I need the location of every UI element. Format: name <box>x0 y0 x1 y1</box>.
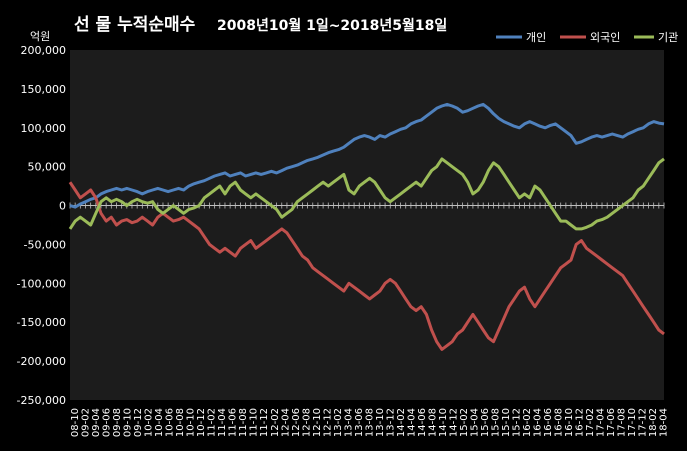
x-tick-label: 15-10 <box>501 408 512 437</box>
plot-area <box>70 50 664 400</box>
x-tick-label: 16-06 <box>543 408 554 437</box>
y-tick-label: 0 <box>59 200 66 213</box>
x-tick-label: 16-02 <box>522 408 533 437</box>
x-tick-label: 13-12 <box>385 408 396 437</box>
y-tick-label: -150,000 <box>17 316 66 329</box>
y-tick-label: -100,000 <box>17 277 66 290</box>
legend-label-foreigner: 외국인 <box>590 31 620 44</box>
x-tick-label: 10-08 <box>175 408 186 437</box>
x-tick-label: 17-12 <box>638 408 649 437</box>
chart-title-range: 2008년10월 1일~2018년5월18일 <box>217 17 447 34</box>
series-layer <box>68 102 665 351</box>
foreigner-series-line <box>68 181 665 351</box>
y-tick-label: -250,000 <box>17 394 66 407</box>
chart-title-main: 선 물 누적순매수 <box>74 15 196 35</box>
y-tick-label: 100,000 <box>21 122 67 135</box>
x-tick-label: 09-08 <box>112 408 123 437</box>
x-tick-label: 17-04 <box>596 408 607 437</box>
x-tick-label: 13-06 <box>354 408 365 437</box>
individual-series-line <box>69 102 665 209</box>
x-tick-label: 11-06 <box>228 408 239 437</box>
x-tick-label: 12-02 <box>270 408 281 437</box>
x-tick-label: 17-08 <box>617 408 628 437</box>
x-tick-label: 14-10 <box>438 408 449 437</box>
y-tick-label: 50,000 <box>28 161 67 174</box>
x-tick-label: 14-08 <box>427 408 438 437</box>
x-tick-label: 12-08 <box>301 408 312 437</box>
legend-label-institution: 기관 <box>658 31 678 44</box>
x-tick-label: 10-06 <box>165 408 176 437</box>
x-tick-label: 14-06 <box>417 408 428 437</box>
x-tick-label: 17-02 <box>585 408 596 437</box>
y-tick-label: 150,000 <box>21 83 67 96</box>
x-tick-label: 09-12 <box>133 408 144 437</box>
x-tick-label: 12-06 <box>291 408 302 437</box>
legend-label-individual: 개인 <box>526 31 546 44</box>
legend: 개인 외국인 기관 <box>496 31 678 44</box>
x-tick-label: 11-10 <box>249 408 260 437</box>
x-tick-label: 12-04 <box>280 408 291 437</box>
y-unit-label: 억원 <box>30 30 50 43</box>
institution-series-line <box>68 157 665 231</box>
x-tick-label: 14-02 <box>396 408 407 437</box>
x-tick-label: 16-12 <box>575 408 586 437</box>
x-tick-label: 15-02 <box>459 408 470 437</box>
x-tick-label: 13-08 <box>364 408 375 437</box>
x-tick-label: 15-08 <box>491 408 502 437</box>
x-tick-label: 13-10 <box>375 408 386 437</box>
x-tick-label: 09-06 <box>102 408 113 437</box>
y-tick-label: -200,000 <box>17 355 66 368</box>
x-tick-label: 11-08 <box>238 408 249 437</box>
y-tick-label: -50,000 <box>24 238 66 251</box>
x-tick-label: 12-12 <box>322 408 333 437</box>
x-tick-label: 12-10 <box>312 408 323 437</box>
x-tick-label: 15-04 <box>470 408 481 437</box>
x-tick-label: 14-12 <box>448 408 459 437</box>
x-tick-label: 10-10 <box>186 408 197 437</box>
x-tick-label: 10-12 <box>196 408 207 437</box>
x-tick-label: 16-08 <box>554 408 565 437</box>
x-tick-label: 11-04 <box>217 408 228 437</box>
y-axis: 200,000 150,000 100,000 50,000 0 -50,000 -100,… <box>17 44 664 407</box>
x-tick-label: 13-04 <box>343 408 354 437</box>
x-tick-label: 17-10 <box>627 408 638 437</box>
x-tick-label: 09-04 <box>91 408 102 437</box>
x-tick-label: 11-02 <box>207 408 218 437</box>
x-tick-label: 10-04 <box>154 408 165 437</box>
x-tick-label: 11-12 <box>259 408 270 437</box>
x-tick-label: 18-04 <box>659 408 670 437</box>
x-tick-label: 10-02 <box>144 408 155 437</box>
x-tick-label: 16-04 <box>533 408 544 437</box>
x-tick-label: 17-06 <box>606 408 617 437</box>
x-tick-label: 16-10 <box>564 408 575 437</box>
x-tick-label: 09-02 <box>81 408 92 437</box>
y-tick-label: 200,000 <box>21 44 67 57</box>
x-tick-label: 13-02 <box>333 408 344 437</box>
x-tick-label: 15-12 <box>512 408 523 437</box>
x-axis: 08-10 09-02 09-04 09-06 09-08 09-10 09-12 10-02… <box>69 202 670 437</box>
x-tick-label: 15-06 <box>480 408 491 437</box>
x-tick-label: 18-02 <box>648 408 659 437</box>
x-tick-label: 14-04 <box>406 408 417 437</box>
x-tick-label: 08-10 <box>70 408 81 437</box>
x-tick-label: 09-10 <box>123 408 134 437</box>
